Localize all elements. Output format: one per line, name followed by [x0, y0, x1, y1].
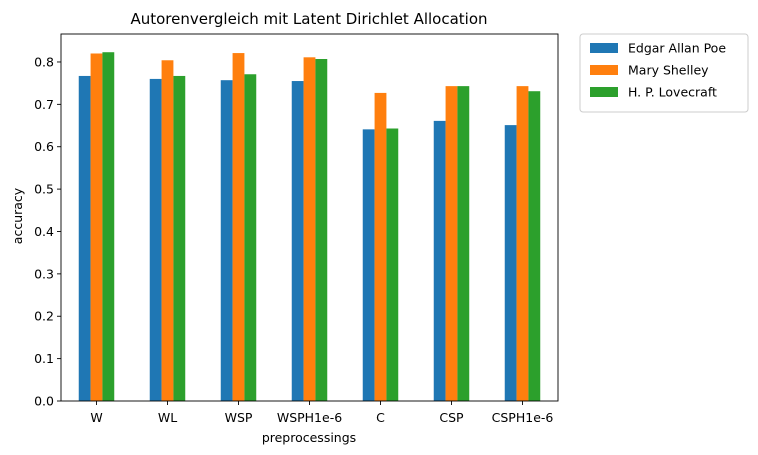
y-tick-label: 0.6 [34, 139, 54, 154]
x-tick-label: C [376, 410, 385, 425]
bar-2-c [374, 92, 387, 401]
legend-swatch [590, 65, 618, 75]
bar-2-w [90, 53, 103, 402]
x-tick-label: WSPH1e-6 [277, 410, 342, 425]
bar-1-wsp [220, 80, 233, 401]
bar-1-wl [149, 78, 162, 402]
chart-title: Autorenvergleich mit Latent Dirichlet Al… [130, 10, 487, 28]
y-tick-label: 0.5 [34, 182, 54, 197]
legend-box [579, 33, 749, 113]
y-tick-label: 0.8 [34, 54, 54, 69]
bar-1-c [362, 129, 375, 401]
legend-entry: Mary Shelley [628, 63, 709, 78]
y-tick-label: 0.2 [34, 309, 54, 324]
x-tick-label: CSPH1e-6 [492, 410, 554, 425]
bar-2-csph1e-6 [516, 86, 529, 401]
bar-3-c [386, 128, 399, 401]
x-axis-label: preprocessings [262, 430, 356, 445]
y-tick-label: 0.7 [34, 97, 54, 112]
bar-2-wl [161, 60, 174, 402]
y-tick-label: 0.4 [34, 224, 54, 239]
bar-3-wsp [244, 74, 257, 401]
bar-3-wl [173, 75, 186, 401]
y-tick-label: 0.0 [34, 394, 54, 409]
x-tick-label: CSP [439, 410, 464, 425]
y-axis-label: accuracy [10, 187, 25, 244]
bar-1-w [78, 75, 91, 401]
bar-2-wsph1e-6 [303, 57, 316, 402]
y-tick-label: 0.3 [34, 266, 54, 281]
bar-3-csph1e-6 [528, 91, 541, 402]
x-tick-label: WSP [225, 410, 253, 425]
bar-1-csp [433, 120, 446, 401]
bar-3-w [102, 52, 115, 401]
plot-area: 0.0 0.1 0.2 0.3 0.4 0.5 0.6 0.7 0.8 W WL WSP WSPH1e-… [34, 33, 559, 425]
bar-1-wsph1e-6 [291, 81, 304, 401]
legend-entry: H. P. Lovecraft [628, 85, 717, 100]
legend-swatch [590, 43, 618, 53]
bar-3-wsph1e-6 [315, 59, 328, 401]
bar-2-wsp [232, 53, 245, 401]
bar-1-csph1e-6 [504, 125, 517, 402]
bar-2-csp [445, 86, 458, 401]
bar-3-csp [457, 86, 470, 401]
x-tick-label: WL [158, 410, 177, 425]
y-tick-label: 0.1 [34, 351, 54, 366]
legend-swatch [590, 87, 618, 97]
x-tick-label: W [90, 410, 102, 425]
legend: Edgar Allan Poe Mary Shelley H. P. Lovecra… [579, 33, 749, 113]
legend-entry: Edgar Allan Poe [628, 41, 726, 56]
